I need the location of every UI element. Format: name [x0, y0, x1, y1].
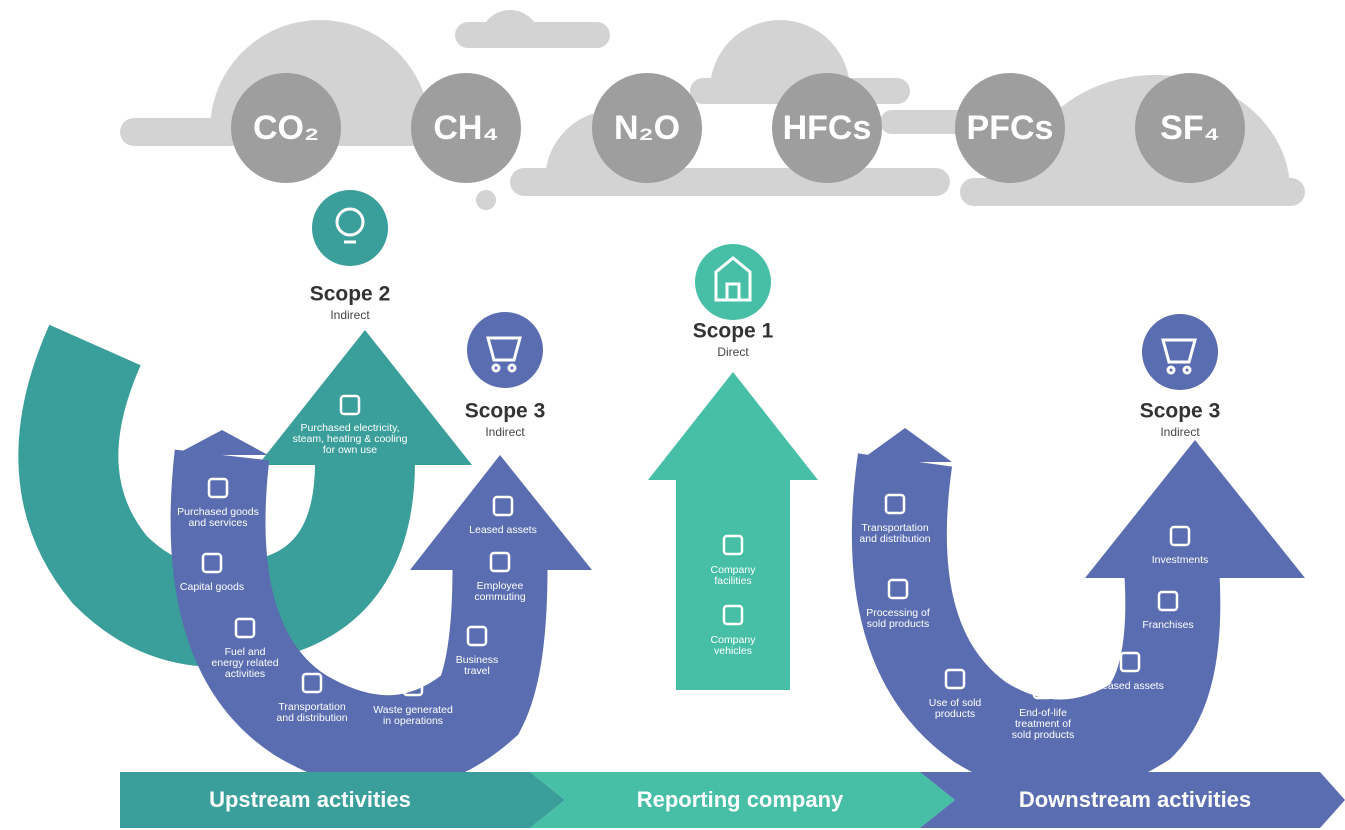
gas-label: SF₄: [1160, 109, 1220, 147]
gas-label: HFCs: [783, 109, 872, 147]
activity-icon: [492, 495, 514, 517]
activity-icon: [339, 394, 361, 416]
activity-label: Business: [456, 654, 499, 666]
stage-label: Reporting company: [637, 787, 844, 812]
activity-label: Leased assets: [1096, 680, 1164, 692]
activity-label: steam, heating & cooling: [293, 433, 408, 445]
gas-circle: [411, 73, 521, 183]
shapes: [18, 190, 1345, 828]
activity-label: Leased assets: [469, 524, 537, 536]
activity-icon: [1157, 590, 1179, 612]
scope-subtitle: Direct: [717, 345, 749, 359]
activity-label: travel: [464, 665, 490, 677]
activity-label: and distribution: [276, 712, 347, 724]
scope-subtitle: Indirect: [1160, 425, 1200, 439]
activity-label: Waste generated: [373, 704, 453, 716]
activity-label: and distribution: [859, 533, 930, 545]
scope-title: Scope 3: [1140, 400, 1221, 423]
activity-label: treatment of: [1015, 718, 1071, 730]
activity-label: sold products: [867, 618, 929, 630]
activity-label: Franchises: [1142, 619, 1193, 631]
activity-icon: [1169, 525, 1191, 547]
activity-icon: [301, 672, 323, 694]
scope-subtitle: Indirect: [330, 308, 370, 322]
scope-title: Scope 2: [310, 283, 391, 306]
activity-label: Transportation: [278, 701, 345, 713]
gas-label: CO₂: [253, 109, 319, 147]
gas-circle: [772, 73, 882, 183]
gas-circle: [955, 73, 1065, 183]
activity-icon: [207, 477, 229, 499]
activity-icon: [1032, 678, 1054, 700]
gas-circle: [1135, 73, 1245, 183]
activity-label: vehicles: [714, 645, 752, 657]
activity-label: Company: [711, 564, 757, 576]
activity-icon: [466, 625, 488, 647]
activity-label: Company: [711, 634, 757, 646]
activity-icon: [489, 551, 511, 573]
activity-icon: [887, 578, 909, 600]
activity-icon: [1119, 651, 1141, 673]
activity-icon: [201, 552, 223, 574]
gas-circle: [592, 73, 702, 183]
activity-label: Employee: [477, 580, 524, 592]
activity-icon: [234, 617, 256, 639]
gas-label: N₂O: [614, 109, 680, 147]
activity-icon: [722, 604, 744, 626]
activity-label: Purchased electricity,: [300, 422, 399, 434]
activity-label: activities: [225, 668, 265, 680]
scope-title: Scope 1: [693, 320, 774, 343]
activity-icon: [722, 534, 744, 556]
activity-label: for own use: [323, 444, 377, 456]
activity-label: Transportation: [861, 522, 928, 534]
activity-label: facilities: [714, 575, 751, 587]
gas-circle: [231, 73, 341, 183]
stage-label: Downstream activities: [1019, 787, 1251, 812]
activity-label: commuting: [474, 591, 526, 603]
activity-label: and services: [189, 517, 248, 529]
activity-label: sold products: [1012, 729, 1074, 741]
scope-subtitle: Indirect: [485, 425, 525, 439]
gas-label: CH₄: [433, 109, 498, 147]
activity-icon: [884, 493, 906, 515]
activity-label: products: [935, 708, 975, 720]
activity-label: Fuel and: [225, 646, 266, 658]
activity-icon: [402, 675, 424, 697]
gas-label: PFCs: [967, 109, 1054, 147]
activity-label: Use of sold: [929, 697, 982, 709]
activity-label: End-of-life: [1019, 707, 1067, 719]
activity-label: Purchased goods: [177, 506, 259, 518]
activity-label: energy related: [211, 657, 278, 669]
activity-icon: [944, 668, 966, 690]
activity-label: in operations: [383, 715, 443, 727]
activity-label: Investments: [1152, 554, 1209, 566]
activity-label: Capital goods: [180, 581, 244, 593]
activity-label: Processing of: [866, 607, 930, 619]
scope-title: Scope 3: [465, 400, 546, 423]
stage-label: Upstream activities: [209, 787, 411, 812]
